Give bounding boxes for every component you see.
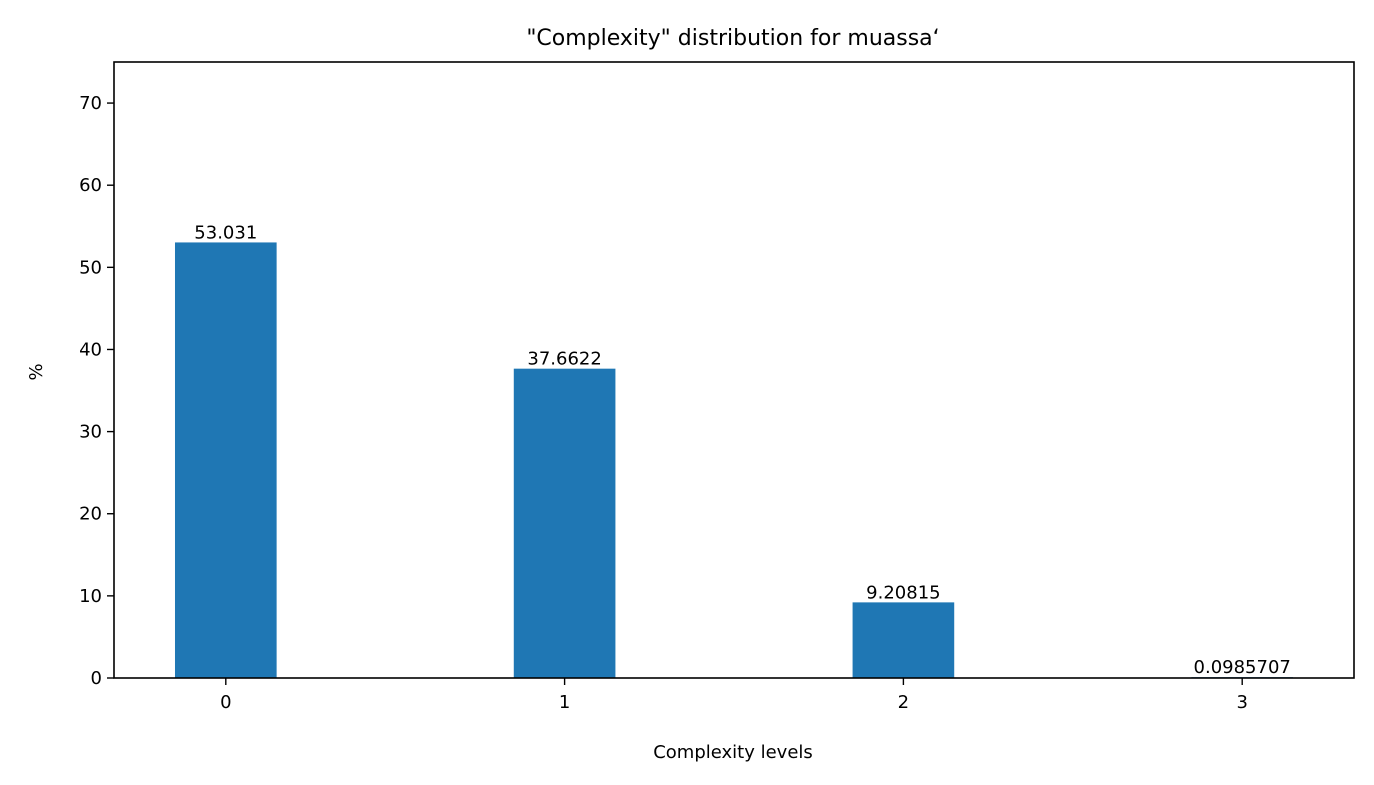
x-axis-label: Complexity levels [653,742,813,763]
chart-title: "Complexity" distribution for muassa‘ [526,26,939,51]
plot-frame [113,61,1355,679]
data-labels: 53.031 37.6622 9.20815 0.0985707 [194,222,1291,678]
x-tick-label: 1 [559,692,570,713]
x-tick-label: 0 [220,692,231,713]
x-axis-ticks: 0 1 2 3 [220,678,1248,713]
y-tick-label: 60 [79,175,102,196]
bar [513,368,616,678]
x-tick-label: 2 [898,692,909,713]
y-tick-label: 10 [79,586,102,607]
y-tick-label: 50 [79,257,102,278]
y-tick-label: 30 [79,422,102,443]
bar [174,242,277,678]
x-tick-label: 3 [1236,692,1247,713]
y-tick-label: 70 [79,93,102,114]
bar-value-label: 37.6622 [527,349,601,370]
y-tick-label: 0 [91,668,102,689]
bar-value-label: 0.0985707 [1194,657,1291,678]
bar [852,602,955,678]
bar-value-label: 9.20815 [866,582,940,603]
bar-value-label: 53.031 [194,222,257,243]
y-tick-label: 20 [79,504,102,525]
bars [174,242,1294,678]
y-tick-label: 40 [79,339,102,360]
y-axis-ticks: 0 10 20 30 40 50 60 70 [79,93,114,689]
y-axis-label: % [26,363,47,380]
